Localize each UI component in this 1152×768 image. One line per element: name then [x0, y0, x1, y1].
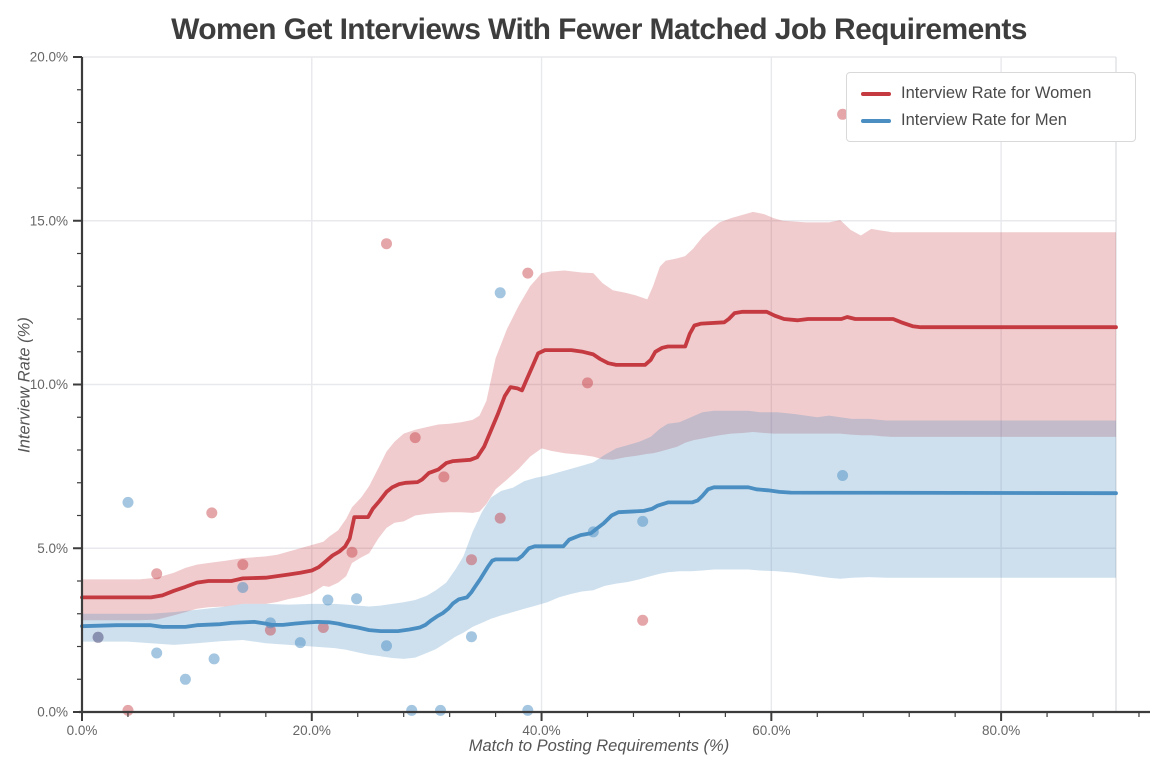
axes-spines-and-ticks: [73, 56, 1150, 721]
y-tick-label: 5.0%: [37, 541, 68, 556]
legend-line-women-swatch: [861, 91, 891, 96]
x-tick-label: 20.0%: [293, 723, 331, 738]
line-men: [80, 485, 1118, 633]
x-tick-label: 0.0%: [67, 723, 98, 738]
x-axis-label: Match to Posting Requirements (%): [468, 737, 730, 755]
legend-item-men: Interview Rate for Men: [861, 111, 1123, 130]
tick-labels: 0.0% 5.0% 10.0% 15.0% 20.0% 0.0% 20.0% 40.0% 60.…: [30, 50, 1021, 739]
band-men: [82, 410, 1116, 659]
legend-label-women: Interview Rate for Women: [901, 84, 1092, 102]
y-axis-label: Interview Rate (%): [15, 317, 34, 453]
legend-item-women: Interview Rate for Women: [861, 84, 1123, 103]
trend-lines: [80, 309, 1118, 633]
y-tick-label: 10.0%: [30, 377, 68, 392]
legend-line-men-swatch: [861, 118, 891, 123]
legend: Interview Rate for Women Interview Rate …: [846, 72, 1136, 142]
y-tick-label: 0.0%: [37, 705, 68, 720]
scatter-points: [92, 108, 849, 716]
y-tick-label: 20.0%: [30, 50, 68, 65]
band-women: [82, 211, 1116, 621]
scatter-men: [92, 287, 849, 716]
gridlines: [82, 56, 1117, 712]
x-tick-label: 60.0%: [752, 723, 790, 738]
confidence-bands: [82, 211, 1116, 659]
x-tick-label: 80.0%: [982, 723, 1020, 738]
legend-label-men: Interview Rate for Men: [901, 111, 1067, 129]
x-tick-label: 40.0%: [522, 723, 560, 738]
line-women: [80, 309, 1118, 600]
y-tick-label: 15.0%: [30, 213, 68, 228]
chart-title: Women Get Interviews With Fewer Matched …: [171, 13, 1027, 46]
